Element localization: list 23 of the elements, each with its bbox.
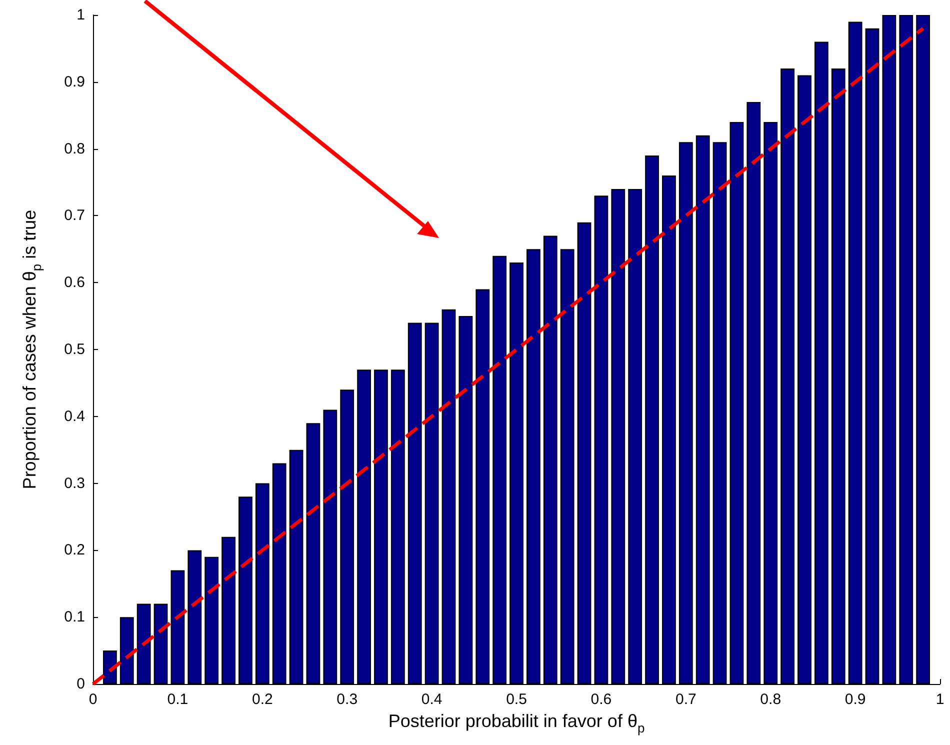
y-tick-label: 0.1	[64, 608, 85, 626]
x-tick-label: 0.3	[336, 691, 358, 708]
x-tick-label: 0.6	[590, 691, 612, 708]
x-tick-label: 0.4	[421, 691, 442, 708]
y-tick-label: 0	[76, 676, 85, 692]
y-tick-label: 0.4	[64, 408, 85, 425]
x-tick-label: 0.1	[167, 691, 188, 708]
x-tick-label: 0	[88, 691, 98, 708]
y-tick-label: 0.3	[64, 474, 85, 492]
y-tick-label: 0.9	[64, 73, 85, 90]
y-tick-label: 0.7	[64, 207, 85, 224]
y-tick-label: 0.6	[64, 274, 85, 292]
x-tick-label: 0.8	[760, 691, 782, 708]
y-tick-label: 1	[76, 6, 85, 24]
y-tick-label: 0.2	[64, 542, 85, 559]
x-tick-label: 0.7	[675, 691, 696, 708]
y-tick-label: 0.8	[64, 140, 85, 158]
x-tick-label: 0.9	[844, 691, 866, 708]
x-tick-label: 0.2	[252, 691, 273, 708]
y-tick-label: 0.5	[64, 341, 85, 358]
x-tick-label: 1	[936, 691, 944, 708]
x-tick-label: 0.5	[506, 691, 527, 708]
y-axis-title: Proportion of cases when θp is true	[20, 210, 44, 490]
